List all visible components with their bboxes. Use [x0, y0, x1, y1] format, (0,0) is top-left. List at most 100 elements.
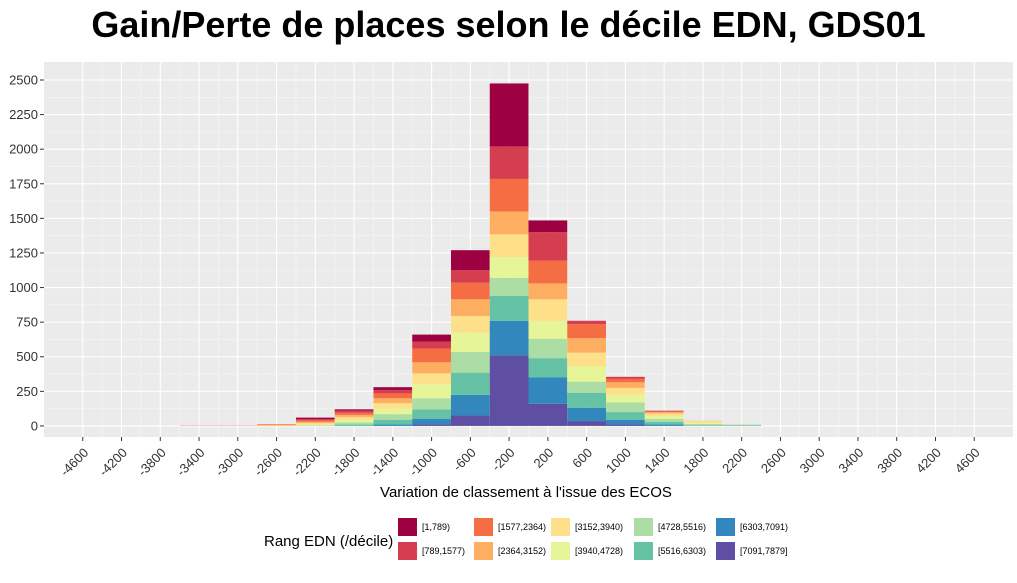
x-axis: -4600 -4200 -3800 -3400 -3000 -2600 -2200 -1800… [57, 437, 983, 479]
legend-swatch [398, 542, 417, 560]
legend-label: [4728,5516) [658, 522, 706, 532]
bar-segment [412, 419, 451, 425]
bar-segment [606, 424, 645, 426]
bar-segment [567, 338, 607, 353]
bar-segment [722, 424, 762, 426]
bar-segment [606, 382, 645, 388]
bar-segment [373, 398, 413, 404]
bar-segment [450, 415, 490, 426]
y-axis: 0 250 500 750 1000 1250 1500 1750 2000 2250 2500 [9, 72, 44, 433]
bar-segment [450, 372, 490, 395]
bar-segment [373, 414, 413, 420]
x-tick-label: 3400 [835, 445, 866, 476]
legend-title: Rang EDN (/décile) [264, 533, 393, 550]
y-tick-label: 500 [16, 349, 38, 364]
bar-segment [450, 394, 490, 416]
bar-segment [606, 412, 645, 420]
bar-segment [489, 211, 529, 235]
bar-segment [412, 362, 451, 374]
bar-segment [644, 419, 684, 422]
bar-segment [450, 315, 490, 333]
bar-segment [528, 338, 568, 359]
bar-segment [528, 299, 568, 321]
bar-segment [295, 419, 335, 421]
legend-swatch [551, 518, 570, 536]
bar-segment [412, 398, 451, 410]
y-tick-label: 2000 [9, 142, 38, 157]
legend-swatch [551, 542, 570, 560]
x-tick-label: 4200 [913, 445, 944, 476]
legend-swatch [398, 518, 417, 536]
bar-segment [412, 424, 451, 426]
x-tick-label: -4600 [57, 445, 91, 479]
y-tick-label: 1250 [9, 245, 38, 260]
legend-label: [2364,3152) [498, 546, 546, 556]
x-tick-label: -4200 [96, 445, 130, 479]
legend-swatch [716, 518, 735, 536]
bar-segment [295, 420, 335, 422]
bar-segment [334, 424, 374, 426]
bar-segment [528, 358, 568, 378]
bar-segment [257, 424, 296, 426]
legend-label: [5516,6303) [658, 546, 706, 556]
y-tick-label: 750 [16, 315, 38, 330]
bar-segment [683, 425, 723, 426]
bar-segment [334, 419, 374, 423]
legend-swatch [634, 518, 653, 536]
legend-label: [1577,2364) [498, 522, 546, 532]
bar-segment [606, 419, 645, 425]
bar-segment [644, 413, 684, 417]
bar-segment [644, 412, 684, 414]
bar-segment [567, 421, 607, 426]
x-axis-title: Variation de classement à l'issue des EC… [380, 484, 672, 501]
legend-label: [1,789) [422, 522, 450, 532]
bar-segment [528, 283, 568, 300]
stacked-bars [179, 83, 762, 426]
x-tick-label: -1000 [406, 445, 440, 479]
bar-segment [644, 421, 684, 425]
bar-segment [373, 393, 413, 399]
bar-segment [489, 234, 529, 258]
x-tick-label: 2200 [719, 445, 750, 476]
bar-segment [295, 424, 335, 426]
bar-segment [528, 320, 568, 339]
y-tick-label: 1750 [9, 176, 38, 191]
legend-label: [3152,3940) [575, 522, 623, 532]
legend-swatch [474, 518, 493, 536]
bar-segment [295, 425, 335, 426]
bar-segment [528, 260, 568, 284]
x-tick-label: 3000 [797, 445, 828, 476]
bar-segment [334, 410, 374, 413]
x-tick-label: 1000 [603, 445, 634, 476]
legend: [1,789) [789,1577) [1577,2364) [2364,3152) [… [398, 518, 788, 560]
bar-segment [567, 407, 607, 422]
bar-segment [489, 178, 529, 212]
legend-swatch [716, 542, 735, 560]
y-tick-label: 1000 [9, 280, 38, 295]
bar-segment [373, 408, 413, 415]
x-tick-label: 2600 [758, 445, 789, 476]
bar-segment [450, 351, 490, 373]
bar-segment [489, 355, 529, 426]
bar-segment [412, 334, 451, 342]
x-tick-label: 600 [569, 445, 595, 471]
bar-segment [528, 377, 568, 404]
legend-label: [3940,4728) [575, 546, 623, 556]
bar-segment [412, 341, 451, 349]
bar-segment [722, 425, 762, 426]
x-tick-label: 1400 [642, 445, 673, 476]
x-tick-label: 3800 [874, 445, 905, 476]
x-tick-label: -3800 [135, 445, 169, 479]
legend-swatch [634, 542, 653, 560]
bar-segment [412, 384, 451, 399]
y-tick-label: 1500 [9, 211, 38, 226]
bar-segment [606, 394, 645, 403]
bar-segment [450, 332, 490, 352]
x-tick-label: -1800 [329, 445, 363, 479]
bar-segment [450, 299, 490, 316]
bar-segment [373, 419, 413, 425]
legend-label: [6303,7091) [740, 522, 788, 532]
bar-segment [489, 277, 529, 296]
bar-segment [450, 270, 490, 283]
